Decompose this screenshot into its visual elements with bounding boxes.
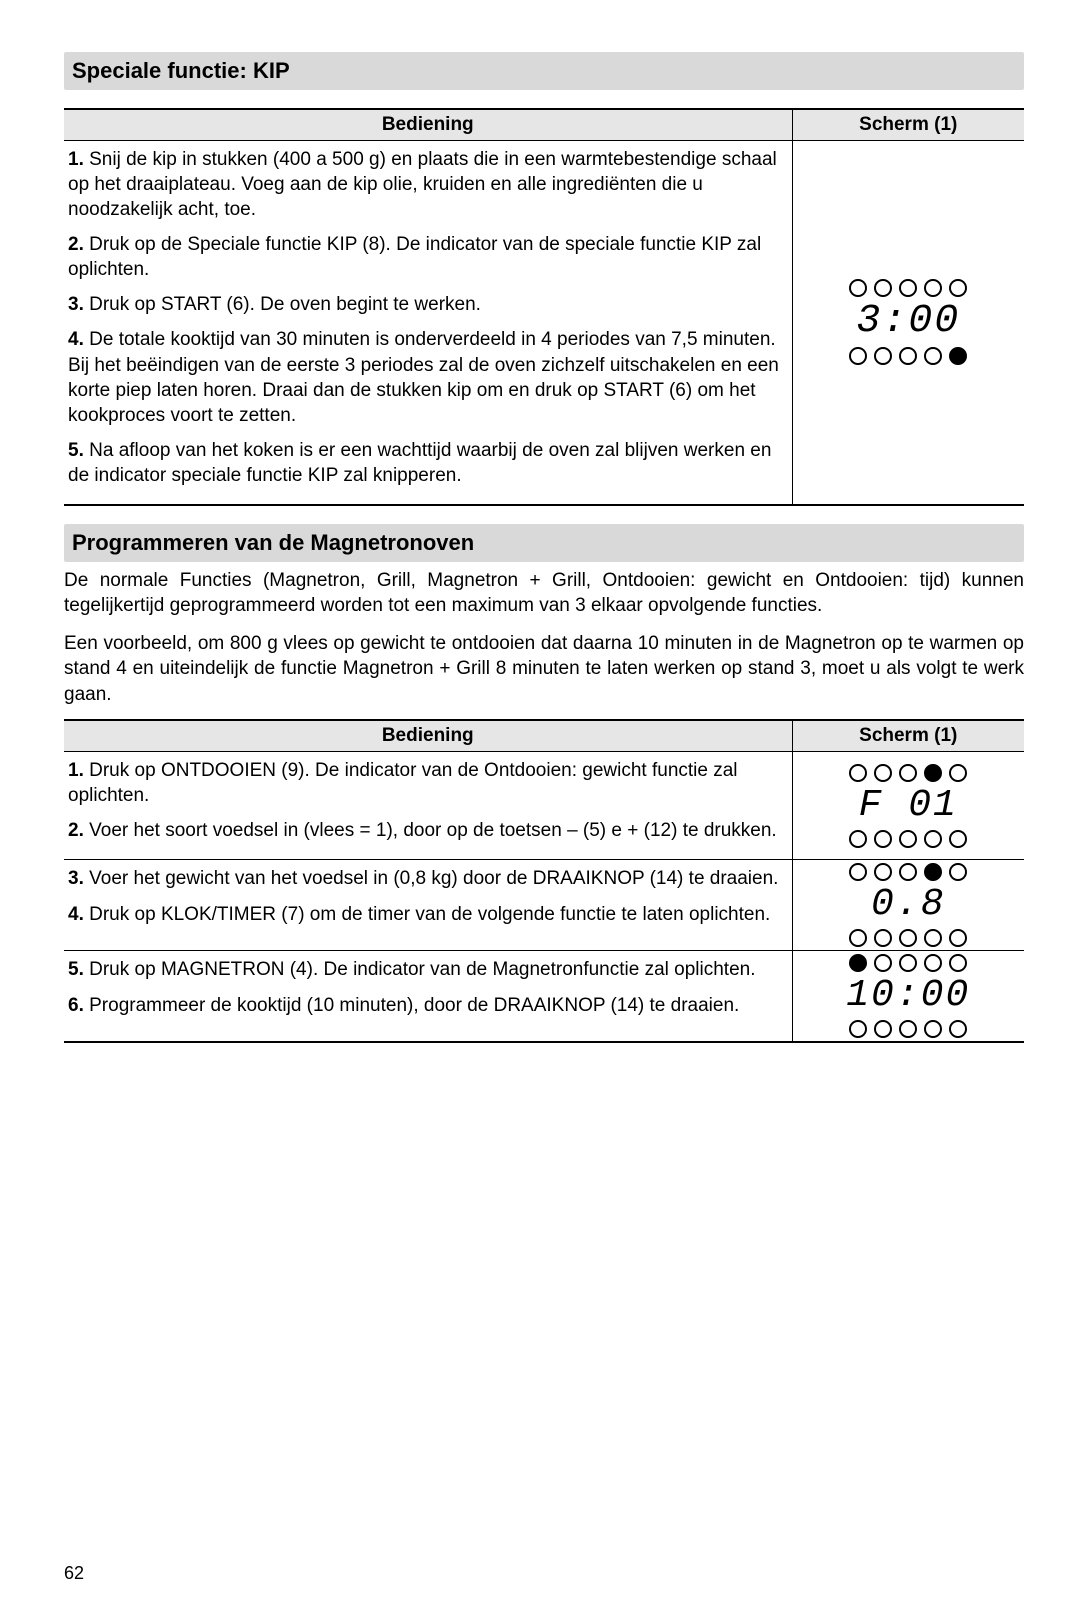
step-text: 6. Programmeer de kooktijd (10 minuten),… bbox=[68, 993, 784, 1018]
step-text: 3. Druk op START (6). De oven begint te … bbox=[68, 292, 784, 317]
led-indicator bbox=[899, 347, 917, 365]
led-indicator bbox=[949, 347, 967, 365]
led-indicator bbox=[874, 764, 892, 782]
display-panel: 10:00 bbox=[846, 951, 971, 1041]
led-indicator bbox=[924, 279, 942, 297]
led-row-top bbox=[846, 860, 971, 884]
led-indicator bbox=[849, 1020, 867, 1038]
col-header-scherm: Scherm (1) bbox=[792, 720, 1024, 752]
led-row-top bbox=[846, 761, 971, 785]
display-panel: 3:00 bbox=[846, 276, 971, 368]
led-indicator bbox=[924, 347, 942, 365]
led-indicator bbox=[849, 279, 867, 297]
display-panel: 0.8 bbox=[846, 860, 971, 950]
led-indicator bbox=[949, 929, 967, 947]
step-text: 5. Na afloop van het koken is er een wac… bbox=[68, 438, 784, 488]
led-indicator bbox=[924, 1020, 942, 1038]
step-text: 4. Druk op KLOK/TIMER (7) om de timer va… bbox=[68, 902, 784, 927]
led-indicator bbox=[924, 764, 942, 782]
step-text: 1. Druk op ONTDOOIEN (9). De indicator v… bbox=[68, 758, 784, 808]
led-indicator bbox=[899, 863, 917, 881]
led-indicator bbox=[849, 863, 867, 881]
step-text: 3. Voer het gewicht van het voedsel in (… bbox=[68, 866, 784, 891]
seven-segment-value: F 01 bbox=[846, 787, 971, 825]
led-indicator bbox=[849, 954, 867, 972]
intro-paragraph: Een voorbeeld, om 800 g vlees op gewicht… bbox=[64, 631, 1024, 707]
led-indicator bbox=[924, 830, 942, 848]
led-indicator bbox=[874, 954, 892, 972]
step-text: 5. Druk op MAGNETRON (4). De indicator v… bbox=[68, 957, 784, 982]
led-indicator bbox=[924, 954, 942, 972]
section-title-programmeren: Programmeren van de Magnetronoven bbox=[64, 524, 1024, 562]
led-indicator bbox=[899, 279, 917, 297]
seven-segment-value: 10:00 bbox=[846, 977, 971, 1015]
led-indicator bbox=[874, 830, 892, 848]
led-indicator bbox=[849, 764, 867, 782]
table-programmeren: Bediening Scherm (1) 1. Druk op ONTDOOIE… bbox=[64, 719, 1024, 1043]
led-row-top bbox=[846, 951, 971, 975]
led-indicator bbox=[949, 764, 967, 782]
led-indicator bbox=[949, 1020, 967, 1038]
led-row-bottom bbox=[846, 926, 971, 950]
led-indicator bbox=[849, 929, 867, 947]
led-indicator bbox=[899, 830, 917, 848]
intro-paragraph: De normale Functies (Magnetron, Grill, M… bbox=[64, 568, 1024, 619]
led-indicator bbox=[899, 764, 917, 782]
led-indicator bbox=[874, 863, 892, 881]
led-row-bottom bbox=[846, 1017, 971, 1041]
display-panel: F 01 bbox=[846, 761, 971, 851]
col-header-scherm: Scherm (1) bbox=[792, 109, 1024, 141]
led-indicator bbox=[874, 1020, 892, 1038]
led-indicator bbox=[899, 1020, 917, 1038]
led-row-top bbox=[846, 276, 971, 300]
section-title-kip: Speciale functie: KIP bbox=[64, 52, 1024, 90]
step-text: 4. De totale kooktijd van 30 minuten is … bbox=[68, 327, 784, 427]
led-row-bottom bbox=[846, 827, 971, 851]
step-text: 1. Snij de kip in stukken (400 a 500 g) … bbox=[68, 147, 784, 222]
step-text: 2. Druk op de Speciale functie KIP (8). … bbox=[68, 232, 784, 282]
led-indicator bbox=[924, 863, 942, 881]
led-indicator bbox=[899, 929, 917, 947]
led-indicator bbox=[949, 863, 967, 881]
led-indicator bbox=[899, 954, 917, 972]
led-indicator bbox=[874, 347, 892, 365]
led-row-bottom bbox=[846, 344, 971, 368]
led-indicator bbox=[949, 279, 967, 297]
seven-segment-value: 3:00 bbox=[846, 302, 971, 342]
table-kip: Bediening Scherm (1) 1. Snij de kip in s… bbox=[64, 108, 1024, 506]
led-indicator bbox=[849, 830, 867, 848]
seven-segment-value: 0.8 bbox=[846, 886, 971, 924]
step-text: 2. Voer het soort voedsel in (vlees = 1)… bbox=[68, 818, 784, 843]
col-header-bediening: Bediening bbox=[64, 720, 792, 752]
led-indicator bbox=[924, 929, 942, 947]
led-indicator bbox=[949, 954, 967, 972]
page-number: 62 bbox=[64, 1563, 1024, 1584]
led-indicator bbox=[874, 279, 892, 297]
led-indicator bbox=[849, 347, 867, 365]
led-indicator bbox=[949, 830, 967, 848]
led-indicator bbox=[874, 929, 892, 947]
col-header-bediening: Bediening bbox=[64, 109, 792, 141]
